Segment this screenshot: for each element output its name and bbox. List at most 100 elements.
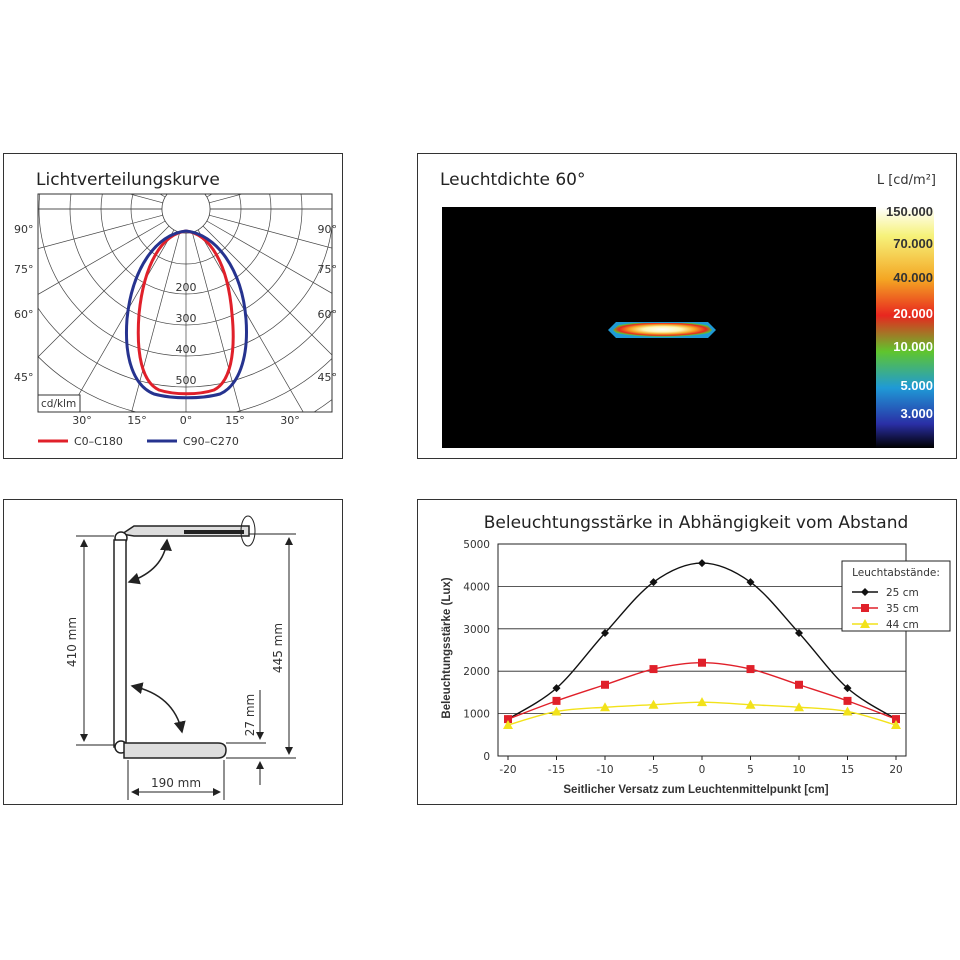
x-tick-label: -15 — [548, 764, 565, 776]
polar-frame — [37, 193, 333, 413]
polar-spoke — [206, 220, 332, 294]
polar-spoke — [38, 214, 163, 250]
unit-box — [37, 394, 81, 413]
data-point — [745, 699, 756, 709]
polar-spoke — [191, 232, 241, 412]
angle-label-left-45: 45° — [14, 371, 34, 384]
scale-label-3000: 3.000 — [900, 406, 933, 421]
illuminance-panel: Beleuchtungsstärke in Abhängigkeit vom A… — [417, 499, 957, 805]
x-tick-label: 20 — [889, 764, 902, 776]
legend-label: 44 cm — [886, 619, 919, 631]
legend-label: 25 cm — [886, 587, 919, 599]
polar-spoke — [131, 232, 181, 412]
x-tick-label: -10 — [596, 764, 613, 776]
data-point — [892, 715, 900, 724]
scale-label-10000: 10.000 — [893, 339, 933, 354]
dim-445-label: 445 mm — [271, 623, 285, 673]
chart-grid — [497, 543, 907, 757]
data-point — [504, 715, 512, 724]
dim-190-label: 190 mm — [151, 776, 201, 790]
angle-label-left-90: 90° — [14, 223, 34, 236]
data-point — [601, 680, 609, 689]
data-point — [649, 578, 658, 587]
angle-label-right-45: 45° — [318, 371, 338, 384]
polar-spoke — [38, 220, 166, 295]
unit-label: cd/klm — [41, 398, 76, 410]
lamp-base — [123, 742, 227, 759]
radial-label-200: 200 — [176, 281, 197, 294]
angle-label-left-60: 60° — [14, 308, 34, 321]
polar-spoke — [209, 194, 244, 204]
luminance-scale-bar — [876, 207, 934, 448]
y-tick-label: 1000 — [463, 709, 490, 721]
data-point — [503, 720, 513, 730]
bottom-label-0: 0° — [180, 414, 193, 427]
chart-axes: 0 1000 2000 3000 4000 5000 -20 -15 -10 -5 0 5 10 15 20 — [463, 539, 902, 776]
data-point — [891, 720, 901, 730]
legend-label: 35 cm — [886, 603, 919, 615]
luminance-spot — [613, 323, 712, 337]
x-tick-label: -5 — [648, 764, 658, 776]
lamp-head-rotation — [240, 515, 256, 547]
x-tick-label: 10 — [792, 764, 805, 776]
legend-marker — [861, 604, 869, 612]
legend-box — [841, 560, 951, 632]
lamp-head-stripe — [184, 530, 244, 534]
y-tick-label: 3000 — [463, 624, 490, 636]
angle-label-right-90: 90° — [318, 223, 338, 236]
scale-label-40000: 40.000 — [893, 270, 933, 285]
chart-legend: Leuchtabstände: 25 cm 35 cm 44 cm — [841, 560, 951, 632]
legend-label-c0-c180: C0–C180 — [74, 435, 123, 448]
data-point — [794, 702, 804, 712]
curve-c90-c270 — [124, 229, 248, 400]
legend-marker — [861, 588, 869, 596]
luminance-unit: L [cd/m²] — [877, 173, 936, 188]
x-tick-label: -20 — [499, 764, 516, 776]
bottom-label-30-left: 30° — [72, 414, 92, 427]
luminance-panel: Leuchtdichte 60° L [cd/m²] 150.000 70.00… — [417, 153, 957, 459]
legend-marker — [860, 619, 870, 628]
data-point — [600, 702, 610, 712]
curve-c0-c180 — [136, 229, 235, 396]
data-point — [795, 680, 803, 689]
illuminance-chart: Beleuchtungsstärke in Abhängigkeit vom A… — [441, 513, 951, 796]
angle-label-left-75: 75° — [14, 263, 34, 276]
chart-series — [503, 559, 901, 730]
polar-panel: Lichtverteilungskurve 90° 75° 60° 45° 90… — [3, 153, 343, 459]
data-point — [746, 665, 755, 674]
polar-spoke — [206, 194, 213, 198]
data-point — [843, 684, 852, 693]
polar-grid — [38, 194, 332, 412]
data-point — [842, 706, 853, 716]
data-point — [698, 658, 706, 667]
dimension-panel: 410 mm 445 mm 27 mm 190 mm — [3, 499, 343, 805]
data-point — [601, 629, 609, 638]
luminance-chart: Leuchtdichte 60° L [cd/m²] 150.000 70.00… — [440, 170, 936, 448]
bottom-label-30-right: 30° — [280, 414, 300, 427]
luminance-title: Leuchtdichte 60° — [440, 170, 586, 190]
scale-label-150000: 150.000 — [886, 204, 933, 219]
polar-center — [161, 194, 211, 234]
polar-curves — [124, 229, 248, 400]
dimension-drawing: 410 mm 445 mm 27 mm 190 mm — [65, 515, 296, 800]
bottom-label-15-left: 15° — [127, 414, 147, 427]
scale-label-70000: 70.000 — [893, 236, 933, 251]
polar-chart: Lichtverteilungskurve 90° 75° 60° 45° 90… — [14, 170, 338, 448]
data-point — [648, 699, 659, 709]
data-point — [697, 697, 707, 707]
x-tick-label: 5 — [747, 764, 754, 776]
arm-rotation-arrow-bottom — [130, 682, 186, 734]
radial-label-500: 500 — [176, 374, 197, 387]
plot-area — [497, 543, 907, 757]
data-point — [551, 706, 562, 716]
polar-spoke — [202, 225, 332, 356]
data-point — [795, 629, 803, 638]
dim-410-label: 410 mm — [65, 617, 79, 667]
data-point — [746, 578, 755, 587]
y-axis-label: Beleuchtungsstärke (Lux) — [441, 577, 453, 718]
arm-rotation-arrow-top — [127, 538, 172, 585]
legend-title: Leuchtabstände: — [852, 567, 940, 579]
chart-title: Beleuchtungsstärke in Abhängigkeit vom A… — [484, 513, 909, 533]
y-tick-label: 2000 — [463, 666, 490, 678]
x-axis-label: Seitlicher Versatz zum Leuchtenmittelpun… — [563, 784, 828, 796]
